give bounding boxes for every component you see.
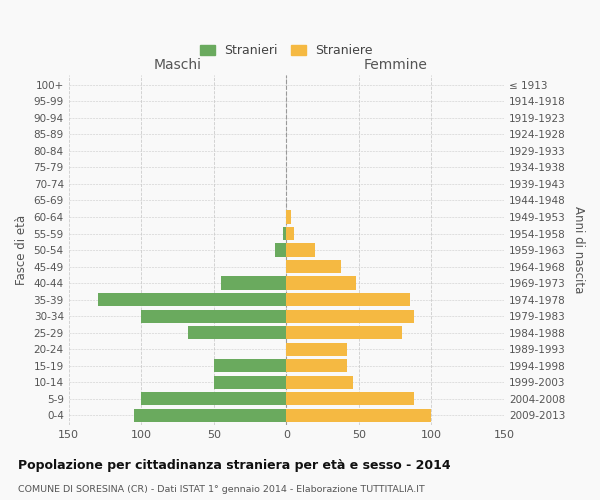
Bar [286, 392, 414, 406]
Bar [214, 376, 286, 389]
Bar [188, 326, 286, 339]
Legend: Stranieri, Straniere: Stranieri, Straniere [194, 39, 378, 62]
Bar [286, 310, 414, 322]
Bar [141, 310, 286, 322]
Bar [221, 276, 286, 289]
Bar [286, 276, 356, 289]
Text: Popolazione per cittadinanza straniera per età e sesso - 2014: Popolazione per cittadinanza straniera p… [18, 460, 451, 472]
Bar [286, 293, 410, 306]
Y-axis label: Fasce di età: Fasce di età [15, 215, 28, 285]
Bar [286, 227, 293, 240]
Bar [286, 342, 347, 356]
Text: COMUNE DI SORESINA (CR) - Dati ISTAT 1° gennaio 2014 - Elaborazione TUTTITALIA.I: COMUNE DI SORESINA (CR) - Dati ISTAT 1° … [18, 485, 425, 494]
Bar [286, 210, 290, 224]
Bar [286, 326, 403, 339]
Bar [98, 293, 286, 306]
Bar [286, 376, 353, 389]
Y-axis label: Anni di nascita: Anni di nascita [572, 206, 585, 294]
Bar [141, 392, 286, 406]
Text: Maschi: Maschi [154, 58, 202, 72]
Bar [134, 408, 286, 422]
Bar [275, 244, 286, 256]
Bar [214, 359, 286, 372]
Bar [283, 227, 286, 240]
Bar [286, 260, 341, 273]
Bar [286, 408, 431, 422]
Text: Femmine: Femmine [363, 58, 427, 72]
Bar [286, 244, 316, 256]
Bar [286, 359, 347, 372]
